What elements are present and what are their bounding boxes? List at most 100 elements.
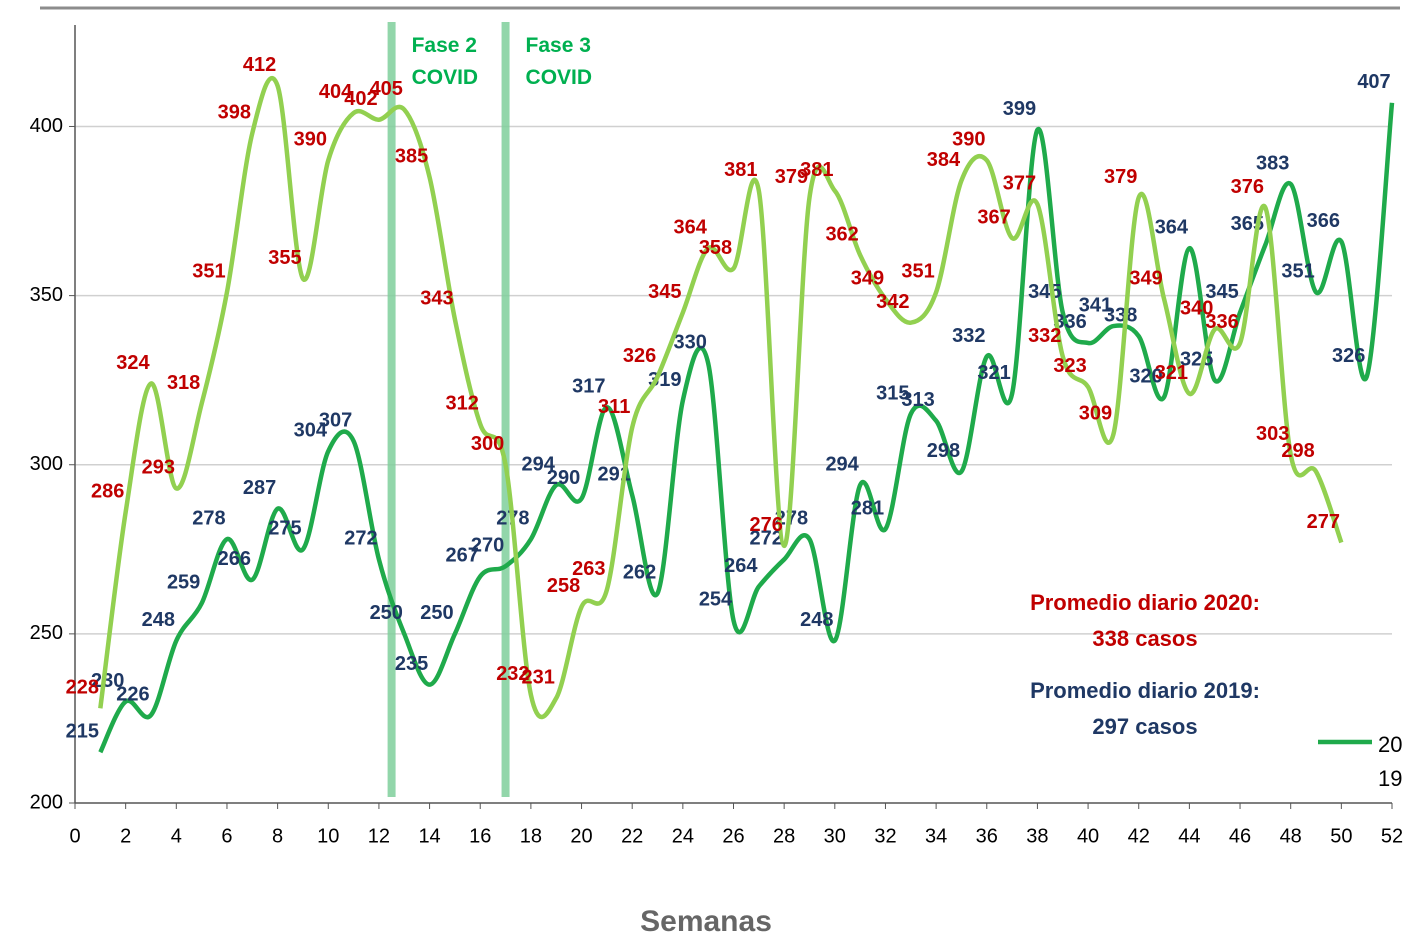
data-label: 351 [901,261,934,283]
data-label: 226 [116,683,149,705]
annotation-text: COVID [411,66,479,89]
data-label: 332 [952,325,985,347]
data-label: 332 [1028,325,1061,347]
y-tick-label: 300 [30,453,63,475]
data-label: 398 [218,102,251,124]
x-tick-label: 28 [773,825,795,847]
data-label: 278 [775,507,808,529]
data-label: 293 [142,457,175,479]
data-label: 215 [66,721,99,743]
data-label: 278 [192,507,225,529]
data-label: 235 [395,653,428,675]
data-label: 376 [1231,176,1264,198]
annotation-text: Fase 3 [525,34,591,57]
data-label: 228 [66,677,99,699]
data-label: 341 [1079,294,1112,316]
data-label: 298 [927,440,960,462]
data-label: 355 [268,247,301,269]
data-label: 364 [673,217,707,239]
x-tick-label: 24 [672,825,694,847]
data-label: 290 [547,467,580,489]
x-tick-label: 50 [1330,825,1352,847]
x-tick-label: 12 [368,825,390,847]
x-tick-label: 10 [317,825,339,847]
data-label: 263 [572,558,605,580]
data-label: 364 [1155,217,1189,239]
data-label: 266 [218,548,251,570]
data-label: 248 [800,609,833,631]
data-label: 362 [825,223,858,245]
data-label: 294 [825,453,859,475]
data-label: 258 [547,575,580,597]
x-tick-label: 46 [1229,825,1251,847]
x-tick-label: 0 [69,825,80,847]
data-label: 384 [927,149,961,171]
data-label: 407 [1357,71,1390,93]
data-label: 345 [1205,281,1238,303]
data-label: 281 [851,497,884,519]
x-tick-label: 48 [1280,825,1302,847]
y-tick-label: 200 [30,791,63,813]
data-label: 254 [699,589,733,611]
data-label: 324 [116,352,150,374]
x-tick-label: 42 [1128,825,1150,847]
x-tick-label: 52 [1381,825,1403,847]
data-label: 303 [1256,423,1289,445]
data-label: 320 [1129,365,1162,387]
x-tick-label: 38 [1026,825,1048,847]
data-label: 379 [1104,166,1137,188]
x-axis-label: Semanas [640,905,772,938]
annotation-text: COVID [525,66,593,89]
x-tick-label: 6 [221,825,232,847]
data-label: 412 [243,54,276,76]
data-label: 349 [1129,267,1162,289]
data-label: 321 [977,362,1010,384]
data-label: 345 [648,281,681,303]
note-text: 338 casos [1092,626,1198,651]
data-label: 272 [749,528,782,550]
data-label: 349 [851,267,884,289]
data-label: 366 [1307,210,1340,232]
data-label: 321 [1155,362,1188,384]
legend-label: 2019 [1378,732,1403,791]
data-label: 381 [800,159,833,181]
x-tick-label: 34 [925,825,947,847]
x-tick-label: 40 [1077,825,1099,847]
data-label: 232 [496,663,529,685]
data-label: 315 [876,382,909,404]
data-label: 270 [471,534,504,556]
data-label: 313 [901,389,934,411]
data-label: 248 [142,609,175,631]
data-label: 340 [1180,298,1213,320]
data-label: 358 [699,237,732,259]
x-tick-label: 14 [418,825,440,847]
data-label: 343 [420,288,453,310]
data-label: 318 [167,372,200,394]
x-tick-label: 36 [976,825,998,847]
data-label: 309 [1079,403,1112,425]
data-label: 330 [673,332,706,354]
data-label: 345 [1028,281,1061,303]
data-label: 231 [522,666,555,688]
data-label: 351 [192,261,225,283]
data-label: 377 [1003,173,1036,195]
data-label: 326 [623,345,656,367]
data-label: 298 [1281,440,1314,462]
data-label: 230 [91,670,124,692]
x-tick-label: 32 [874,825,896,847]
data-label: 275 [268,518,301,540]
x-tick-label: 4 [171,825,182,847]
data-label: 405 [370,78,403,100]
data-label: 276 [749,514,782,536]
note-text: Promedio diario 2020: [1030,590,1260,615]
data-label: 336 [1053,311,1086,333]
annotation-text: Fase 2 [411,34,477,57]
x-tick-label: 8 [272,825,283,847]
note-text: Promedio diario 2019: [1030,678,1260,703]
data-label: 317 [572,376,605,398]
series-line [98,102,1395,754]
data-label: 385 [395,145,428,167]
data-label: 351 [1281,261,1314,283]
x-tick-label: 18 [520,825,542,847]
y-tick-label: 350 [30,284,63,306]
